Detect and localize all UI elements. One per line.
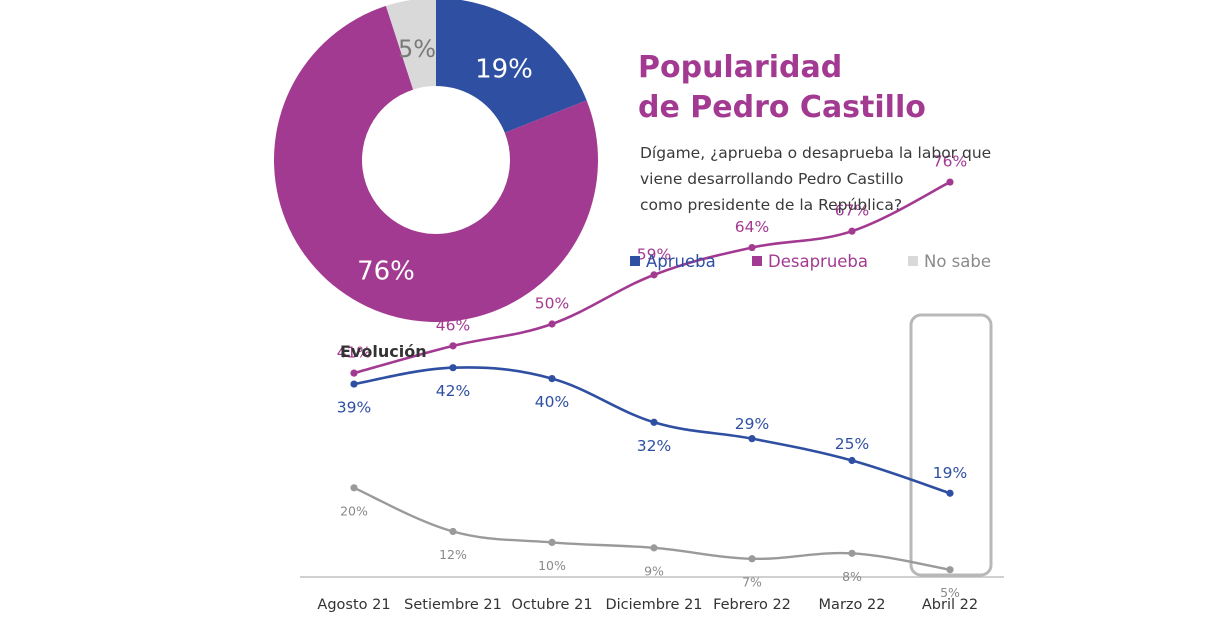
- legend-item-desaprueba: Desaprueba: [752, 250, 868, 274]
- data-label-aprueba-setiembre-21: 42%: [436, 382, 470, 400]
- data-label-desaprueba-abril-22: 76%: [933, 153, 967, 171]
- point-no-sabe-abril-22: [946, 566, 954, 574]
- data-label-no-sabe-diciembre-21: 9%: [644, 563, 664, 578]
- highlight-box: [909, 313, 993, 577]
- data-label-aprueba-febrero-22: 29%: [735, 415, 769, 433]
- x-tick-label-agosto-21: Agosto 21: [317, 597, 390, 613]
- data-label-aprueba-octubre-21: 40%: [535, 393, 569, 411]
- data-label-aprueba-agosto-21: 39%: [337, 399, 371, 417]
- donut-label-desaprueba: 76%: [357, 257, 415, 287]
- donut-label-aprueba: 19%: [475, 55, 533, 85]
- data-label-no-sabe-setiembre-21: 12%: [439, 547, 467, 562]
- point-no-sabe-marzo-22: [848, 549, 856, 557]
- point-desaprueba-abril-22: [946, 178, 954, 186]
- point-desaprueba-setiembre-21: [449, 342, 457, 350]
- point-desaprueba-agosto-21: [350, 369, 358, 377]
- x-tick-label-octubre-21: Octubre 21: [511, 597, 592, 613]
- question-line-1: Dígame, ¿aprueba o desaprueba la labor q…: [640, 144, 992, 162]
- point-aprueba-setiembre-21: [449, 364, 457, 372]
- legend-swatch-no-sabe: [908, 256, 918, 266]
- legend-label-desaprueba: Desaprueba: [768, 252, 869, 271]
- point-desaprueba-octubre-21: [548, 320, 556, 328]
- data-label-desaprueba-marzo-22: 67%: [835, 202, 869, 220]
- data-label-desaprueba-diciembre-21: 59%: [637, 245, 671, 263]
- title-line-1: Popularidad: [638, 50, 843, 85]
- point-no-sabe-setiembre-21: [449, 527, 457, 536]
- data-label-desaprueba-setiembre-21: 46%: [436, 316, 470, 334]
- data-label-aprueba-diciembre-21: 32%: [637, 437, 671, 455]
- legend-item-no-sabe: No sabe: [908, 250, 991, 274]
- point-aprueba-febrero-22: [748, 435, 756, 443]
- point-no-sabe-agosto-21: [350, 484, 358, 492]
- legend-label-aprueba: Aprueba: [646, 252, 716, 271]
- data-label-aprueba-marzo-22: 25%: [835, 435, 869, 453]
- donut-slice-aprueba: [436, 0, 587, 133]
- line-chart-subtitle: Evolución: [340, 342, 427, 361]
- chart-title: Popularidad de Pedro Castillo: [638, 48, 926, 128]
- data-label-no-sabe-octubre-21: 10%: [538, 558, 566, 573]
- question-line-2: viene desarrollando Pedro Castillo: [640, 170, 904, 188]
- legend-swatch-desaprueba: [752, 256, 762, 266]
- title-line-2: de Pedro Castillo: [638, 90, 926, 125]
- question-line-3: como presidente de la República?: [640, 196, 903, 214]
- point-desaprueba-marzo-22: [848, 227, 856, 235]
- point-aprueba-octubre-21: [548, 375, 556, 383]
- legend-item-aprueba: Aprueba: [630, 250, 716, 274]
- donut-slice-no-sabe: [385, 0, 436, 90]
- x-tick-label-diciembre-21: Diciembre 21: [605, 597, 702, 613]
- point-no-sabe-octubre-21: [548, 538, 556, 547]
- point-desaprueba-diciembre-21: [650, 271, 658, 279]
- x-tick-label-marzo-22: Marzo 22: [819, 597, 886, 613]
- data-label-desaprueba-febrero-22: 64%: [735, 218, 769, 236]
- point-aprueba-marzo-22: [848, 456, 856, 465]
- point-aprueba-abril-22: [946, 489, 954, 497]
- point-no-sabe-diciembre-21: [650, 544, 658, 552]
- donut-slice-desaprueba: [273, 5, 598, 323]
- survey-question: Dígame, ¿aprueba o desaprueba la labor q…: [640, 140, 991, 218]
- point-aprueba-agosto-21: [350, 380, 358, 388]
- data-label-no-sabe-marzo-22: 8%: [842, 569, 862, 584]
- x-tick-label-febrero-22: Febrero 22: [713, 597, 791, 613]
- data-label-aprueba-abril-22: 19%: [933, 464, 967, 482]
- legend-label-no-sabe: No sabe: [924, 252, 992, 271]
- point-no-sabe-febrero-22: [748, 555, 756, 563]
- legend-swatch-aprueba: [630, 256, 640, 266]
- data-label-no-sabe-abril-22: 5%: [940, 585, 960, 600]
- x-tick-label-setiembre-21: Setiembre 21: [404, 597, 502, 613]
- x-tick-label-abril-22: Abril 22: [922, 597, 978, 613]
- data-label-desaprueba-octubre-21: 50%: [535, 295, 569, 313]
- data-label-no-sabe-agosto-21: 20%: [340, 503, 368, 518]
- point-desaprueba-febrero-22: [748, 243, 756, 252]
- data-label-no-sabe-febrero-22: 7%: [742, 574, 762, 589]
- point-aprueba-diciembre-21: [650, 418, 658, 426]
- donut-label-no-sabe: 5%: [398, 35, 436, 63]
- data-label-desaprueba-agosto-21: 41%: [337, 344, 371, 362]
